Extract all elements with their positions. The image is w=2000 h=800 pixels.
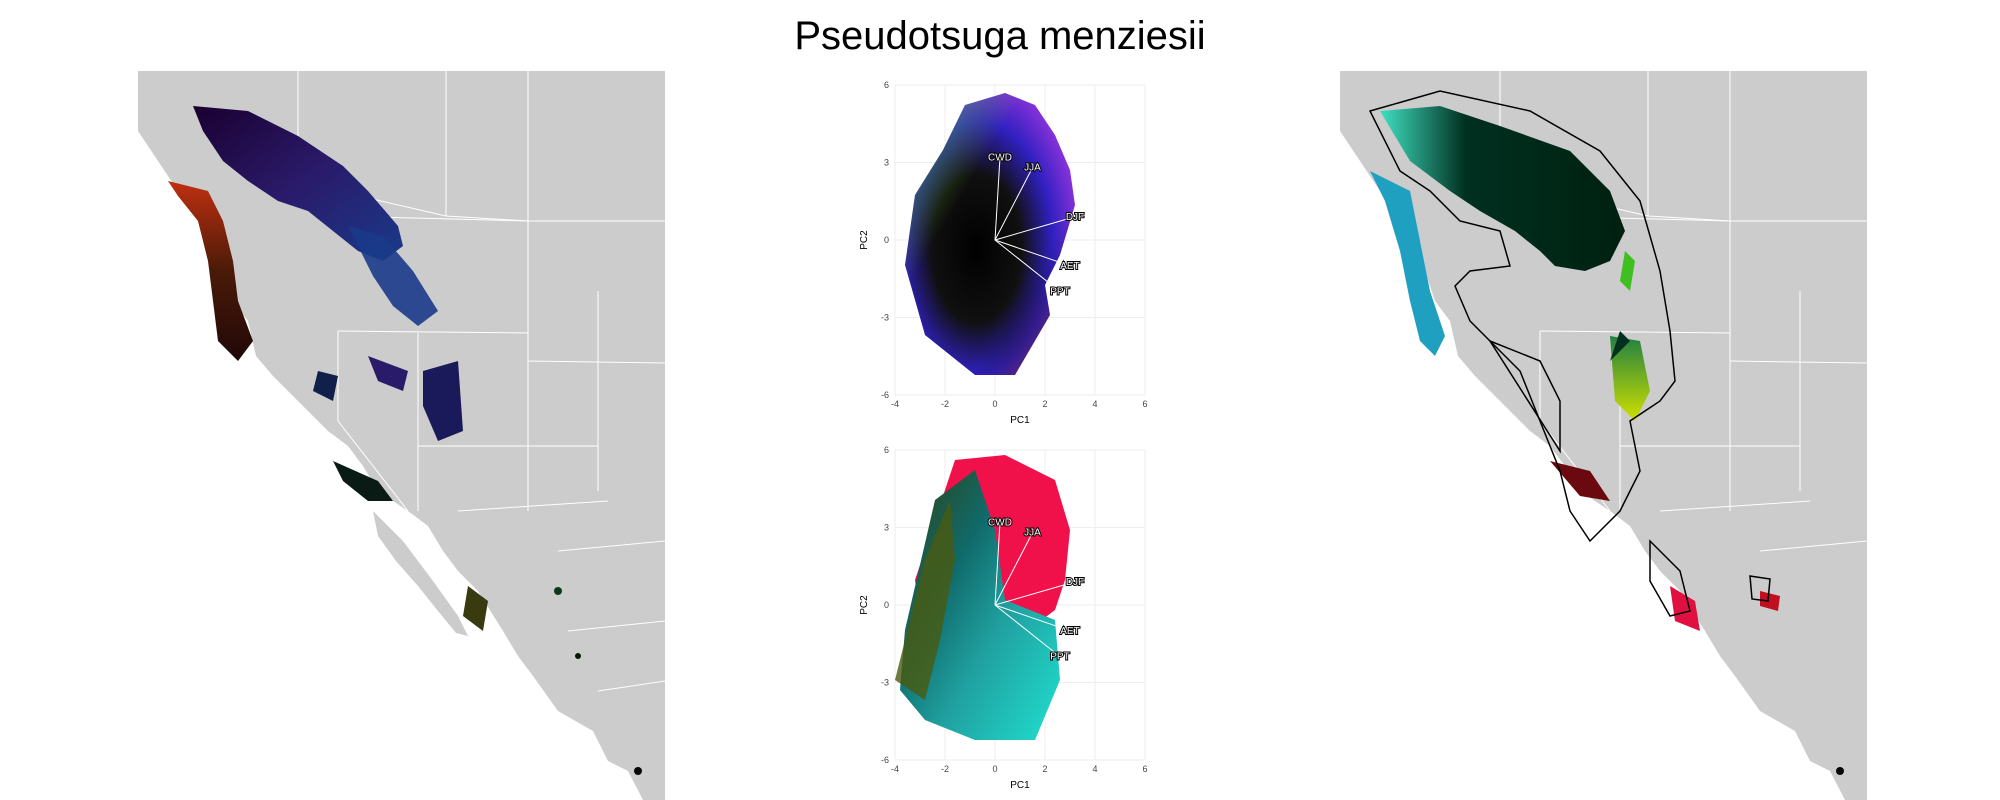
x-tick-label: 0	[992, 399, 997, 409]
x-tick-label: -4	[891, 764, 899, 774]
pca-top-axes: -4 -2 0 2 4 6 -6 -3 0 3 6 PC1 PC2	[859, 80, 1148, 426]
loading-vector-aet	[994, 604, 1071, 632]
pca-bottom-axes: -4 -2 0 2 4 6 -6 -3 0 3 6 PC1 PC2	[859, 445, 1148, 791]
range-map-pca-colored	[138, 71, 665, 800]
x-tick-label: 4	[1092, 399, 1097, 409]
loading-label-djf: DJF	[1066, 577, 1084, 588]
species-distribution	[168, 106, 642, 775]
loading-vector-ppt	[994, 239, 1061, 293]
y-axis-label: PC2	[859, 230, 870, 250]
y-tick-label: -3	[881, 313, 889, 323]
loading-label-aet: AET	[1060, 626, 1079, 637]
state-borders	[1499, 71, 1867, 552]
niche-envelope-outline	[1368, 90, 1771, 617]
loading-label-aet: AET	[1060, 261, 1079, 272]
land-masses	[138, 71, 665, 800]
land-masses	[1340, 71, 1867, 800]
x-tick-label: 6	[1142, 399, 1147, 409]
loading-label-cwd: CWD	[988, 517, 1012, 528]
x-axis-label: PC1	[1010, 780, 1030, 791]
loading-label-ppt: PPT	[1050, 287, 1069, 298]
loading-vector-cwd	[994, 157, 1001, 241]
x-tick-label: 2	[1042, 399, 1047, 409]
pca-top-loading-vectors: CWD JJA DJF AET PPT	[987, 151, 1085, 298]
species-distribution	[1370, 106, 1844, 775]
x-tick-label: -2	[941, 764, 949, 774]
y-tick-label: 3	[884, 158, 889, 168]
x-axis-label: PC1	[1010, 415, 1030, 426]
loading-label-jja: JJA	[1024, 528, 1041, 539]
loading-label-cwd: CWD	[988, 152, 1012, 163]
state-borders	[297, 71, 665, 692]
loading-label-jja: JJA	[1024, 163, 1041, 174]
pca-biplot-top: CWD JJA DJF AET PPT -4 -2 0 2 4 6 -6 -3 0 3 6 PC1 PC2	[855, 75, 1155, 435]
loading-label-djf: DJF	[1066, 212, 1084, 223]
y-tick-label: -6	[881, 390, 889, 400]
pca-biplot-bottom: CWD JJA DJF AET PPT -4 -2 0 2 4 6 -6 -3 0 3 6 PC1 PC2	[855, 440, 1155, 800]
y-axis-label: PC2	[859, 595, 870, 615]
loading-vector-ppt	[994, 604, 1061, 658]
x-tick-label: -4	[891, 399, 899, 409]
x-tick-label: -2	[941, 399, 949, 409]
pca-bottom-loading-vectors: CWD JJA DJF AET PPT	[987, 516, 1085, 663]
loading-vector-djf	[994, 581, 1076, 606]
x-tick-label: 4	[1092, 764, 1097, 774]
loading-vector-aet	[994, 239, 1071, 267]
y-tick-label: 6	[884, 80, 889, 90]
loading-label-ppt: PPT	[1050, 652, 1069, 663]
y-tick-label: -3	[881, 678, 889, 688]
y-tick-label: 3	[884, 523, 889, 533]
y-tick-label: 6	[884, 445, 889, 455]
y-tick-label: -6	[881, 755, 889, 765]
loading-vector-jja	[994, 167, 1033, 241]
loading-vector-jja	[994, 532, 1033, 606]
loading-vector-cwd	[994, 522, 1001, 606]
loading-vector-djf	[994, 216, 1076, 241]
range-map-zones	[1340, 71, 1867, 800]
figure-title: Pseudotsuga menziesii	[794, 14, 1206, 58]
x-tick-label: 6	[1142, 764, 1147, 774]
x-tick-label: 2	[1042, 764, 1047, 774]
y-tick-label: 0	[884, 235, 889, 245]
y-tick-label: 0	[884, 600, 889, 610]
x-tick-label: 0	[992, 764, 997, 774]
